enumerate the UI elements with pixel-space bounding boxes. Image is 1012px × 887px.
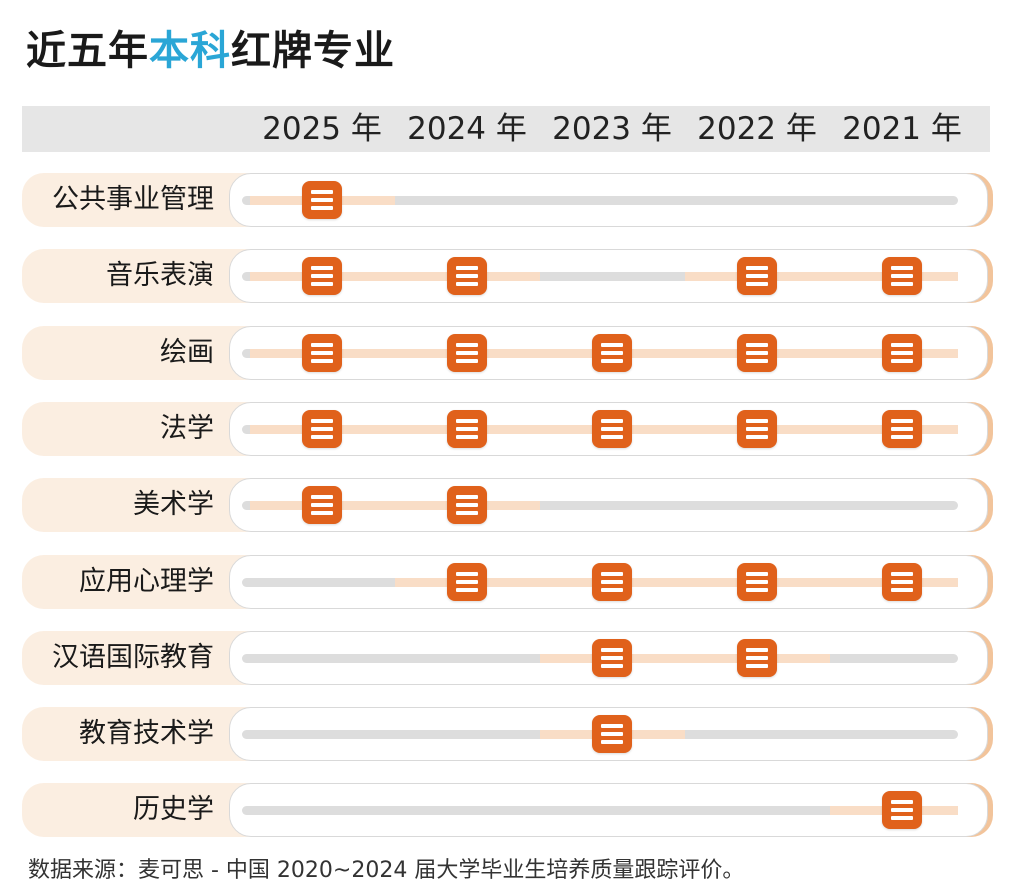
red-card-marker-icon [302,410,342,448]
year-header-band [22,106,990,152]
red-card-marker-icon [592,410,632,448]
row-label-background [22,173,267,227]
year-label: 2024 年 [407,111,527,147]
red-card-marker-icon [302,334,342,372]
red-card-marker-icon [882,791,922,829]
red-card-marker-icon [592,639,632,677]
red-card-marker-icon [592,563,632,601]
red-card-marker-icon [447,410,487,448]
year-label: 2021 年 [842,111,962,147]
red-card-marker-icon [882,410,922,448]
red-card-marker-icon [302,181,342,219]
row-label-background [22,326,267,380]
red-card-marker-icon [737,639,777,677]
row-label-background [22,402,267,456]
row-track [242,501,958,510]
title-highlight: 本科 [149,28,231,74]
red-card-marker-icon [737,410,777,448]
row-label-background [22,631,267,685]
red-card-marker-icon [592,334,632,372]
year-label: 2025 年 [262,111,382,147]
row-label: 美术学 [133,489,214,520]
row-label-background [22,783,267,837]
row-label: 公共事业管理 [52,184,214,215]
row-track [242,272,958,281]
row-label: 绘画 [160,337,214,368]
row-label-background [22,555,267,609]
title-suffix: 红牌专业 [231,28,395,74]
year-label: 2022 年 [697,111,817,147]
row-label: 法学 [160,413,214,444]
red-card-marker-icon [302,257,342,295]
row-track [242,196,958,205]
chart-title: 近五年本科红牌专业 [26,18,395,76]
row-label: 应用心理学 [79,566,214,597]
red-card-marker-icon [592,715,632,753]
red-card-marker-icon [447,334,487,372]
row-track [242,806,958,815]
row-label-background [22,478,267,532]
row-label-background [22,707,267,761]
row-label: 历史学 [133,794,214,825]
red-card-marker-icon [447,563,487,601]
row-label-background [22,249,267,303]
red-card-marker-icon [882,563,922,601]
year-label: 2023 年 [552,111,672,147]
data-source-note: 数据来源：麦可思 - 中国 2020~2024 届大学毕业生培养质量跟踪评价。 [28,858,745,883]
row-label: 汉语国际教育 [52,642,214,673]
title-prefix: 近五年 [26,28,149,74]
row-label: 教育技术学 [79,718,214,749]
red-card-marker-icon [737,334,777,372]
row-label: 音乐表演 [106,260,214,291]
red-card-marker-icon [737,563,777,601]
red-card-marker-icon [882,257,922,295]
red-card-marker-icon [882,334,922,372]
red-card-marker-icon [737,257,777,295]
red-card-marker-icon [447,257,487,295]
red-card-marker-icon [302,486,342,524]
red-card-marker-icon [447,486,487,524]
